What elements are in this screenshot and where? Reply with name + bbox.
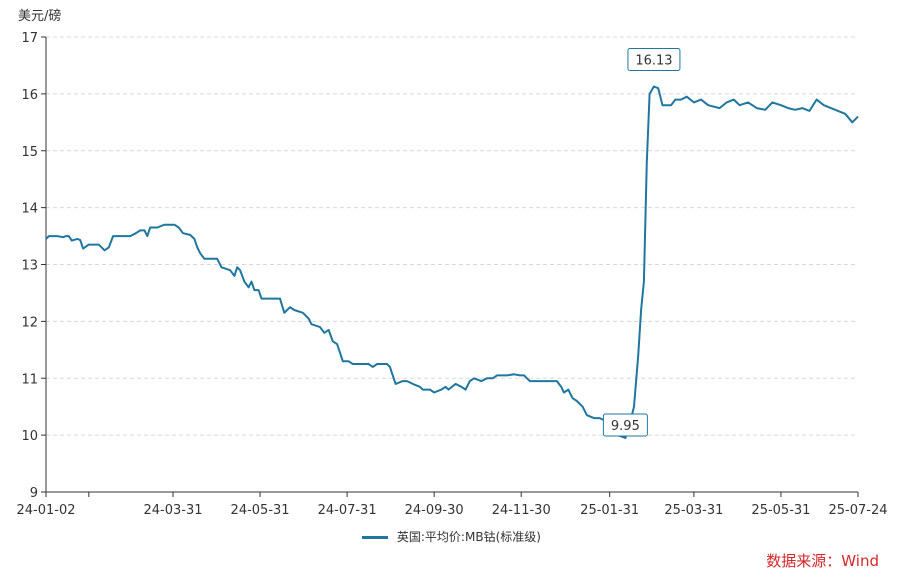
y-tick-label: 13 <box>21 259 38 274</box>
x-tick-label: 25-01-31 <box>580 503 639 518</box>
y-tick-label: 10 <box>21 429 38 444</box>
annotation-label: 9.95 <box>611 419 640 434</box>
annotation-label: 16.13 <box>635 53 672 68</box>
x-tick-label: 25-03-31 <box>664 503 723 518</box>
legend-swatch <box>362 536 389 539</box>
annotation-callout: 16.13 <box>627 47 681 71</box>
y-tick-label: 11 <box>21 372 38 387</box>
y-tick-label: 9 <box>30 486 38 501</box>
axes: 9 10 11 12 13 14 15 16 17 24-01-02 24-03-31 24-05-3… <box>16 31 887 518</box>
y-tick-label: 12 <box>21 315 38 330</box>
data-source-note: 数据来源：Wind <box>766 552 879 570</box>
x-tick-label: 24-07-31 <box>318 503 377 518</box>
annotations: 16.13 9.95 <box>602 47 681 437</box>
x-tick-label: 24-01-02 <box>16 503 75 518</box>
x-tick-label: 25-07-24 <box>828 503 887 518</box>
y-tick-label: 15 <box>21 145 38 160</box>
x-tick-label: 24-11-30 <box>492 503 551 518</box>
x-tick-label: 25-05-31 <box>751 503 810 518</box>
x-tick-label: 24-03-31 <box>144 503 203 518</box>
y-tick-label: 14 <box>21 202 38 217</box>
x-tick-label: 24-05-31 <box>231 503 290 518</box>
annotation-box <box>627 47 681 71</box>
series-line <box>45 85 859 439</box>
y-tick-label: 16 <box>21 88 38 103</box>
grid-lines <box>46 36 858 436</box>
annotation-box <box>602 413 648 437</box>
y-tick-label: 17 <box>21 31 38 46</box>
annotation-callout: 9.95 <box>602 413 648 437</box>
series-layer <box>45 85 859 439</box>
legend-label: 英国:平均价:MB钴(标准级) <box>396 530 541 544</box>
x-tick-label: 24-09-30 <box>405 503 464 518</box>
y-axis-unit-label: 美元/磅 <box>18 8 61 24</box>
legend: 英国:平均价:MB钴(标准级) <box>0 528 903 545</box>
